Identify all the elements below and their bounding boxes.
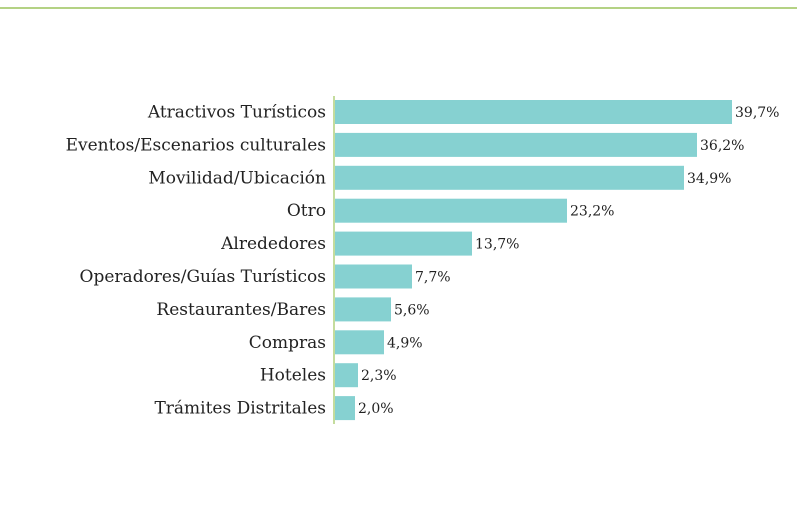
category-label: Eventos/Escenarios culturales: [66, 135, 326, 155]
bar: [335, 132, 697, 157]
value-label: 13,7%: [475, 237, 519, 253]
value-label: 34,9%: [687, 171, 731, 187]
category-label: Otro: [287, 201, 326, 221]
value-label: 39,7%: [735, 105, 779, 121]
bar: [335, 396, 355, 421]
category-label: Restaurantes/Bares: [156, 300, 326, 320]
value-label: 7,7%: [415, 270, 451, 286]
category-label: Movilidad/Ubicación: [148, 168, 326, 188]
category-label: Hoteles: [260, 366, 326, 386]
category-label: Atractivos Turísticos: [147, 103, 326, 123]
bar: [335, 330, 384, 355]
bar: [335, 198, 567, 223]
value-label: 2,3%: [361, 368, 397, 384]
bar: [335, 363, 358, 388]
value-label: 5,6%: [394, 302, 430, 318]
category-label: Compras: [249, 333, 326, 353]
category-label: Operadores/Guías Turísticos: [80, 267, 326, 287]
value-label: 4,9%: [387, 335, 423, 351]
bar: [335, 264, 412, 289]
value-label: 36,2%: [700, 138, 744, 154]
bar: [335, 100, 732, 124]
value-label: 2,0%: [358, 401, 394, 417]
category-label: Alrededores: [220, 234, 326, 254]
bar: [335, 297, 391, 322]
bar: [335, 231, 472, 256]
value-label: 23,2%: [570, 204, 614, 220]
bar: [335, 165, 684, 190]
category-label: Trámites Distritales: [154, 399, 326, 419]
